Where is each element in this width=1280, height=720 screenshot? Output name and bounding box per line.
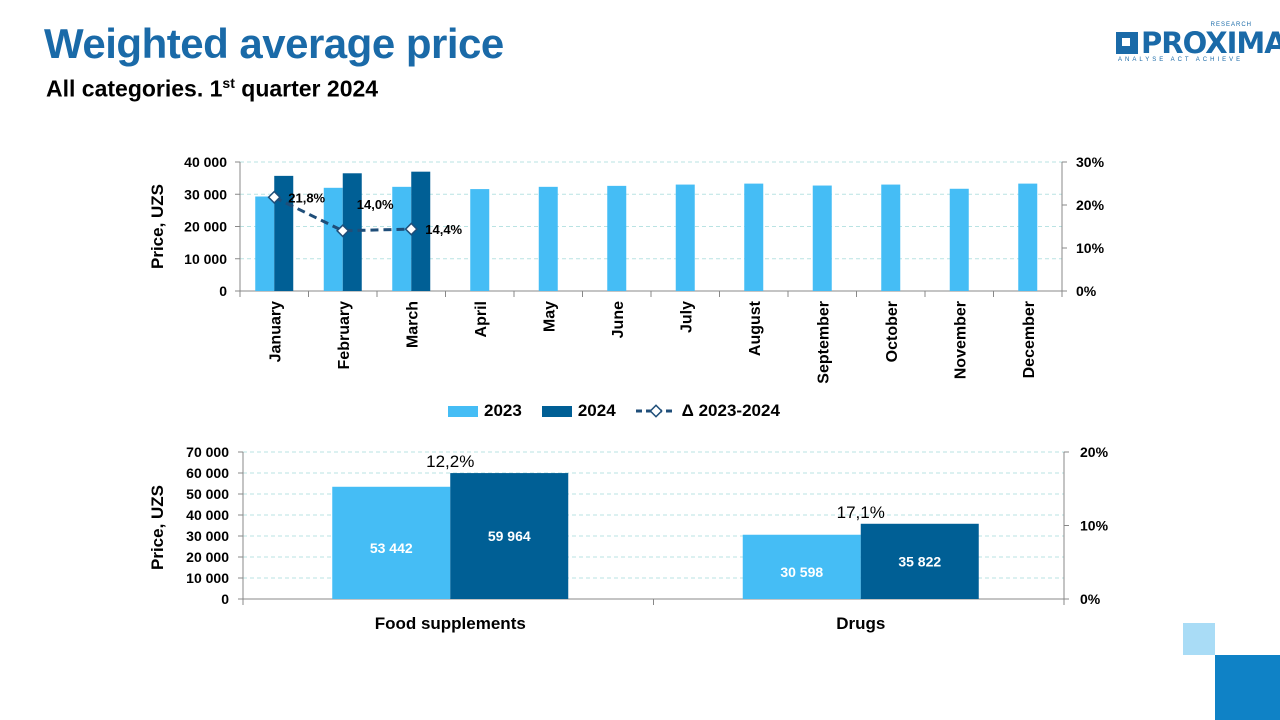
legend-label-2023: 2023 (484, 401, 522, 420)
y-tick-label: 40 000 (186, 507, 229, 523)
y-tick-label: 70 000 (186, 444, 229, 460)
legend-label-2024: 2024 (577, 401, 616, 420)
bar-2023 (675, 184, 695, 291)
proxima-logo: PROXIMA RESEARCH ANALYSE ACT ACHIEVE (1114, 22, 1280, 68)
y-axis-title: Price, UZS (148, 184, 167, 269)
bar-value-label-2024: 59 964 (488, 528, 531, 544)
logo-wordmark: PROXIMA (1141, 26, 1280, 60)
logo-tagline: ANALYSE ACT ACHIEVE (1118, 57, 1244, 63)
y2-tick-label: 30% (1076, 154, 1105, 170)
y-tick-label: 10 000 (184, 251, 227, 267)
y-tick-label: 30 000 (186, 528, 229, 544)
change-label: 17,1% (837, 503, 885, 522)
y-axis-title: Price, UZS (148, 485, 167, 570)
page-title: Weighted average price (44, 20, 504, 67)
x-tick-label: December (1021, 301, 1038, 378)
legend-swatch-delta (635, 404, 676, 418)
corner-decoration-large (1215, 655, 1280, 720)
x-tick-label: Food supplements (375, 614, 526, 633)
bar-2023 (881, 184, 901, 291)
y2-tick-label: 10% (1080, 518, 1109, 534)
page-subtitle: All categories. 1st quarter 2024 (46, 75, 378, 103)
subtitle-rest: quarter 2024 (234, 75, 379, 102)
y2-tick-label: 20% (1076, 197, 1105, 213)
y-tick-label: 30 000 (184, 186, 227, 202)
delta-point (267, 190, 281, 204)
y-tick-label: 40 000 (184, 154, 227, 170)
bar-2023 (742, 534, 861, 599)
delta-label: 14,4% (425, 222, 462, 237)
bar-2023 (392, 186, 412, 291)
bar-2023 (332, 486, 451, 599)
y-tick-label: 0 (221, 591, 229, 607)
y2-tick-label: 20% (1080, 444, 1109, 460)
logo-research-text: RESEARCH (1210, 22, 1252, 28)
x-tick-label: July (678, 301, 695, 333)
corner-decoration-small (1183, 623, 1215, 655)
bar-2023 (255, 196, 275, 291)
x-tick-label: Drugs (836, 614, 885, 633)
change-label: 12,2% (426, 452, 474, 471)
bar-value-label-2024: 35 822 (898, 553, 941, 569)
y-tick-label: 50 000 (186, 486, 229, 502)
y2-tick-label: 0% (1076, 283, 1097, 299)
legend-item-2024: 2024 (541, 401, 616, 421)
x-tick-label: May (541, 301, 558, 332)
legend-item-delta: Δ 2023-2024 (635, 401, 780, 421)
delta-point (404, 222, 418, 236)
bar-2023 (538, 186, 558, 291)
bar-value-label-2023: 30 598 (780, 564, 823, 580)
delta-label: 21,8% (288, 190, 325, 205)
legend-label-delta: Δ 2023-2024 (681, 401, 780, 420)
bar-2024 (342, 173, 362, 291)
x-tick-label: April (473, 301, 490, 337)
x-tick-label: November (952, 301, 969, 379)
delta-point (336, 224, 350, 238)
legend-swatch-2024 (541, 405, 572, 417)
bar-2023 (607, 185, 627, 291)
y-tick-label: 20 000 (184, 219, 227, 235)
bar-2023 (812, 185, 832, 291)
legend-swatch-2023 (448, 405, 478, 417)
y-tick-label: 20 000 (186, 549, 229, 565)
y2-tick-label: 0% (1080, 591, 1101, 607)
x-tick-label: January (267, 301, 284, 362)
x-tick-label: June (610, 301, 627, 338)
delta-label: 14,0% (357, 197, 394, 212)
y2-tick-label: 10% (1076, 240, 1105, 256)
y-tick-label: 10 000 (186, 570, 229, 586)
bar-2024 (411, 171, 431, 291)
chart-legend: 2023 2024 Δ 2023-2024 (448, 400, 780, 422)
y-tick-label: 60 000 (186, 465, 229, 481)
bar-2023 (470, 189, 490, 291)
bar-2023 (323, 187, 343, 291)
bar-2023 (949, 188, 969, 291)
bar-value-label-2023: 53 442 (370, 540, 413, 556)
logo-mark-icon (1116, 32, 1138, 54)
subtitle-main: All categories. 1 (46, 75, 223, 102)
x-tick-label: March (404, 301, 421, 348)
bar-2024 (450, 473, 569, 599)
x-tick-label: September (815, 301, 832, 384)
x-tick-label: August (747, 300, 764, 356)
bar-2023 (744, 183, 764, 291)
x-tick-label: February (336, 301, 353, 370)
legend-item-2023: 2023 (448, 401, 522, 421)
subtitle-superscript: st (222, 75, 235, 91)
bar-2024 (860, 523, 979, 599)
x-tick-label: October (884, 301, 901, 362)
y-tick-label: 0 (219, 283, 227, 299)
bar-2023 (1018, 183, 1038, 291)
delta-line (273, 195, 412, 233)
